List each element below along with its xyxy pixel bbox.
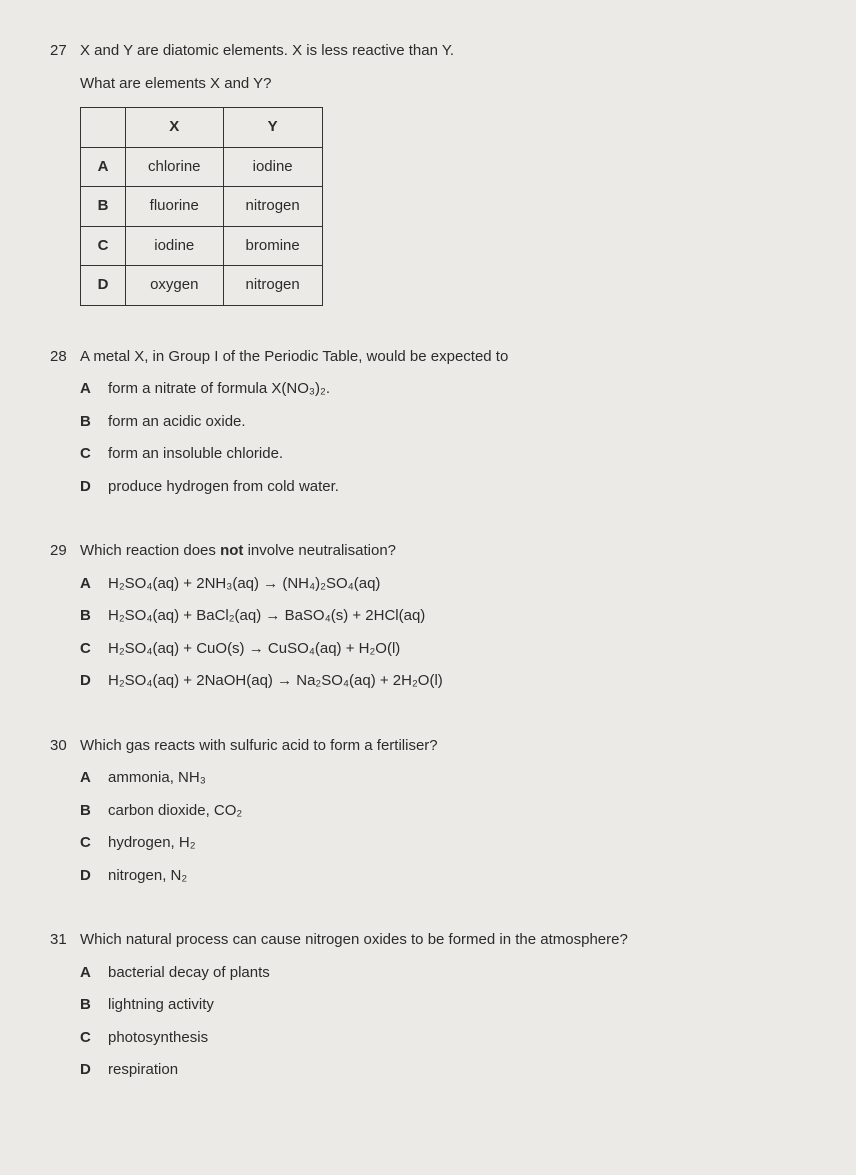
- question-number: 29: [50, 540, 80, 563]
- cell-x: chlorine: [126, 147, 224, 187]
- option-text: ammonia, NH₃: [108, 767, 806, 790]
- option-letter: C: [80, 1027, 108, 1050]
- option-c: Chydrogen, H₂: [80, 832, 806, 855]
- option-letter: D: [80, 1059, 108, 1082]
- option-letter: A: [80, 962, 108, 985]
- question-27: 27 X and Y are diatomic elements. X is l…: [50, 40, 806, 314]
- table-row: D oxygen nitrogen: [81, 266, 323, 306]
- option-d: Drespiration: [80, 1059, 806, 1082]
- option-b: Bform an acidic oxide.: [80, 411, 806, 434]
- table-corner: [81, 108, 126, 148]
- cell-y: bromine: [223, 226, 322, 266]
- option-letter: C: [80, 832, 108, 855]
- question-stem: Which reaction does not involve neutrali…: [80, 540, 806, 563]
- option-text: form an insoluble chloride.: [108, 443, 806, 466]
- question-stem-secondary: What are elements X and Y?: [80, 73, 806, 96]
- row-label: B: [81, 187, 126, 227]
- option-text: H₂SO₄(aq) + BaCl₂(aq) → BaSO₄(s) + 2HCl(…: [108, 605, 806, 628]
- question-number: 31: [50, 929, 80, 952]
- option-a: Abacterial decay of plants: [80, 962, 806, 985]
- question-number: 28: [50, 346, 80, 369]
- option-a: AH₂SO₄(aq) + 2NH₃(aq) → (NH₄)₂SO₄(aq): [80, 573, 806, 596]
- option-letter: B: [80, 411, 108, 434]
- option-letter: D: [80, 476, 108, 499]
- option-text: H₂SO₄(aq) + CuO(s) → CuSO₄(aq) + H₂O(l): [108, 638, 806, 661]
- cell-y: iodine: [223, 147, 322, 187]
- option-b: Blightning activity: [80, 994, 806, 1017]
- option-a: Aform a nitrate of formula X(NO₃)₂.: [80, 378, 806, 401]
- table-row: C iodine bromine: [81, 226, 323, 266]
- option-d: Dproduce hydrogen from cold water.: [80, 476, 806, 499]
- row-label: A: [81, 147, 126, 187]
- option-text: respiration: [108, 1059, 806, 1082]
- option-text: H₂SO₄(aq) + 2NaOH(aq) → Na₂SO₄(aq) + 2H₂…: [108, 670, 806, 693]
- option-letter: A: [80, 378, 108, 401]
- option-letter: B: [80, 800, 108, 823]
- question-29: 29 Which reaction does not involve neutr…: [50, 540, 806, 703]
- question-number: 30: [50, 735, 80, 758]
- option-d: DH₂SO₄(aq) + 2NaOH(aq) → Na₂SO₄(aq) + 2H…: [80, 670, 806, 693]
- question-stem: Which gas reacts with sulfuric acid to f…: [80, 735, 806, 758]
- option-letter: C: [80, 638, 108, 661]
- question-stem: Which natural process can cause nitrogen…: [80, 929, 806, 952]
- option-letter: B: [80, 605, 108, 628]
- option-letter: C: [80, 443, 108, 466]
- option-text: photosynthesis: [108, 1027, 806, 1050]
- question-stem: A metal X, in Group I of the Periodic Ta…: [80, 346, 806, 369]
- cell-y: nitrogen: [223, 266, 322, 306]
- option-c: Cphotosynthesis: [80, 1027, 806, 1050]
- question-30: 30 Which gas reacts with sulfuric acid t…: [50, 735, 806, 898]
- option-text: nitrogen, N₂: [108, 865, 806, 888]
- option-text: lightning activity: [108, 994, 806, 1017]
- option-c: Cform an insoluble chloride.: [80, 443, 806, 466]
- option-text: H₂SO₄(aq) + 2NH₃(aq) → (NH₄)₂SO₄(aq): [108, 573, 806, 596]
- question-number: 27: [50, 40, 80, 63]
- option-text: hydrogen, H₂: [108, 832, 806, 855]
- option-letter: A: [80, 767, 108, 790]
- option-text: carbon dioxide, CO₂: [108, 800, 806, 823]
- table-head-x: X: [126, 108, 224, 148]
- option-letter: D: [80, 865, 108, 888]
- option-c: CH₂SO₄(aq) + CuO(s) → CuSO₄(aq) + H₂O(l): [80, 638, 806, 661]
- option-text: produce hydrogen from cold water.: [108, 476, 806, 499]
- option-b: BH₂SO₄(aq) + BaCl₂(aq) → BaSO₄(s) + 2HCl…: [80, 605, 806, 628]
- row-label: C: [81, 226, 126, 266]
- row-label: D: [81, 266, 126, 306]
- table-head-y: Y: [223, 108, 322, 148]
- xy-table: X Y A chlorine iodine B fluorine nitroge…: [80, 107, 323, 306]
- option-d: Dnitrogen, N₂: [80, 865, 806, 888]
- option-text: form a nitrate of formula X(NO₃)₂.: [108, 378, 806, 401]
- question-stem: X and Y are diatomic elements. X is less…: [80, 40, 806, 63]
- question-31: 31 Which natural process can cause nitro…: [50, 929, 806, 1092]
- cell-x: iodine: [126, 226, 224, 266]
- option-letter: A: [80, 573, 108, 596]
- option-text: form an acidic oxide.: [108, 411, 806, 434]
- cell-x: fluorine: [126, 187, 224, 227]
- option-a: Aammonia, NH₃: [80, 767, 806, 790]
- cell-y: nitrogen: [223, 187, 322, 227]
- table-row: A chlorine iodine: [81, 147, 323, 187]
- option-letter: B: [80, 994, 108, 1017]
- option-text: bacterial decay of plants: [108, 962, 806, 985]
- option-letter: D: [80, 670, 108, 693]
- option-b: Bcarbon dioxide, CO₂: [80, 800, 806, 823]
- cell-x: oxygen: [126, 266, 224, 306]
- table-row: B fluorine nitrogen: [81, 187, 323, 227]
- question-28: 28 A metal X, in Group I of the Periodic…: [50, 346, 806, 509]
